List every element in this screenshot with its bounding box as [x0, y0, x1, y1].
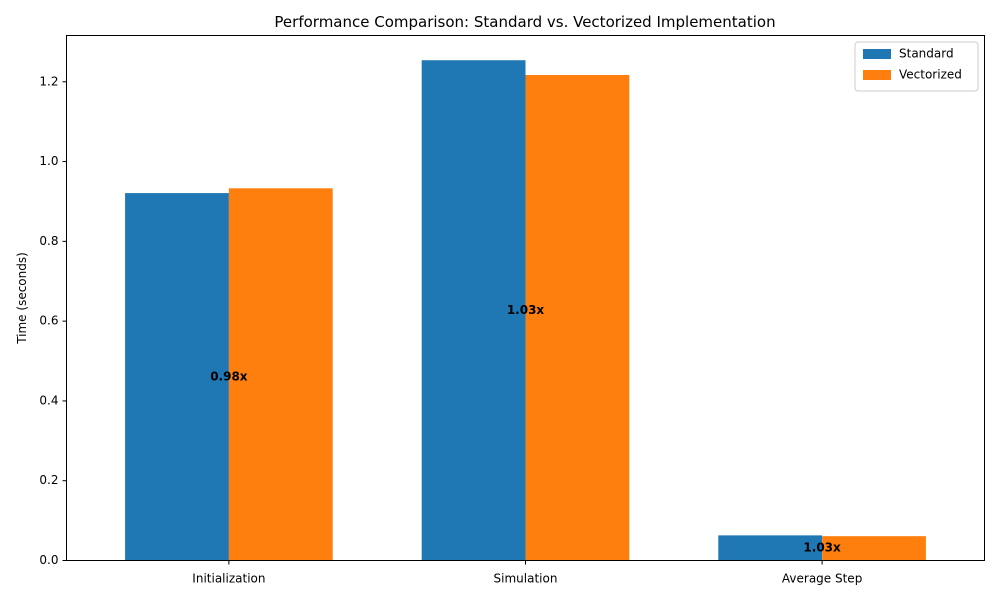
- y-tick-label: 0.6: [39, 314, 58, 328]
- bar-standard-average-step: [718, 535, 823, 561]
- plot-frame: [66, 35, 985, 561]
- y-tick-label: 0.4: [39, 393, 58, 407]
- chart-title: Performance Comparison: Standard vs. Vec…: [274, 13, 775, 31]
- y-tick-label: 0.0: [39, 553, 58, 567]
- bar-standard-initialization: [125, 193, 229, 561]
- legend-swatch-vectorized: [863, 70, 891, 80]
- y-tick-label: 0.2: [39, 473, 58, 487]
- y-axis-ticks: 0.0 0.2 0.4 0.6 0.8 1.0 1.2: [39, 74, 67, 567]
- legend-swatch-standard: [863, 49, 891, 59]
- bars-group: [125, 60, 926, 561]
- speedup-label-average-step: 1.03x: [803, 540, 841, 554]
- x-axis-ticks: Initialization Simulation Average Step: [192, 560, 862, 586]
- legend-label-standard: Standard: [899, 47, 954, 61]
- y-axis-label: Time (seconds): [15, 252, 29, 345]
- y-tick-label: 0.8: [39, 234, 58, 248]
- y-tick-label: 1.2: [39, 74, 58, 88]
- y-tick-label: 1.0: [39, 154, 58, 168]
- bar-vectorized-simulation: [525, 74, 630, 561]
- legend-label-vectorized: Vectorized: [899, 68, 962, 82]
- bar-vectorized-initialization: [228, 188, 333, 561]
- bar-standard-simulation: [421, 60, 526, 561]
- x-tick-label: Average Step: [782, 572, 862, 586]
- x-tick-label: Simulation: [494, 572, 558, 586]
- x-tick-label: Initialization: [192, 572, 265, 586]
- legend: Standard Vectorized: [854, 41, 979, 92]
- data-labels-group: 0.98x 1.03x 1.03x: [210, 303, 841, 555]
- bar-vectorized-average-step: [822, 536, 926, 561]
- speedup-label-initialization: 0.98x: [210, 369, 248, 383]
- speedup-label-simulation: 1.03x: [507, 303, 545, 317]
